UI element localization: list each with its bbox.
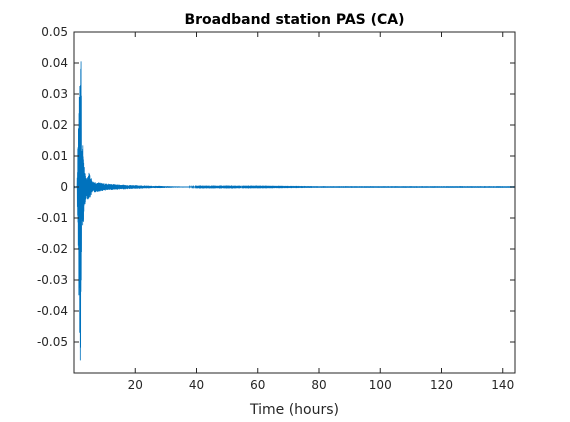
y-tick-label: 0.02 bbox=[41, 118, 68, 132]
y-tick-label: 0.05 bbox=[41, 25, 68, 39]
x-tick-label: 80 bbox=[311, 378, 326, 392]
y-tick-label: 0.03 bbox=[41, 87, 68, 101]
y-tick-label: -0.05 bbox=[37, 335, 68, 349]
series-layer bbox=[74, 61, 515, 361]
chart-title: Broadband station PAS (CA) bbox=[184, 12, 404, 28]
x-tick-label: 100 bbox=[369, 378, 392, 392]
y-tick-label: -0.01 bbox=[37, 211, 68, 225]
x-tick-label: 20 bbox=[128, 378, 143, 392]
x-tick-label: 120 bbox=[430, 378, 453, 392]
y-tick-label: -0.03 bbox=[37, 273, 68, 287]
y-tick-label: -0.04 bbox=[37, 304, 68, 318]
ticks-layer: 20 40 60 80 100 120 140 0.05 0.04 0.03 0.02 0.01 0 -0… bbox=[37, 25, 515, 392]
y-tick-label: 0.01 bbox=[41, 149, 68, 163]
plot-frame bbox=[73, 31, 516, 374]
y-tick-label: 0 bbox=[60, 180, 68, 194]
x-tick-label: 60 bbox=[250, 378, 265, 392]
y-tick-label: -0.02 bbox=[37, 242, 68, 256]
x-tick-label: 140 bbox=[491, 378, 514, 392]
x-tick-label: 40 bbox=[189, 378, 204, 392]
plot-area bbox=[74, 32, 515, 373]
x-axis-label: Time (hours) bbox=[249, 402, 339, 418]
y-tick-label: 0.04 bbox=[41, 56, 68, 70]
